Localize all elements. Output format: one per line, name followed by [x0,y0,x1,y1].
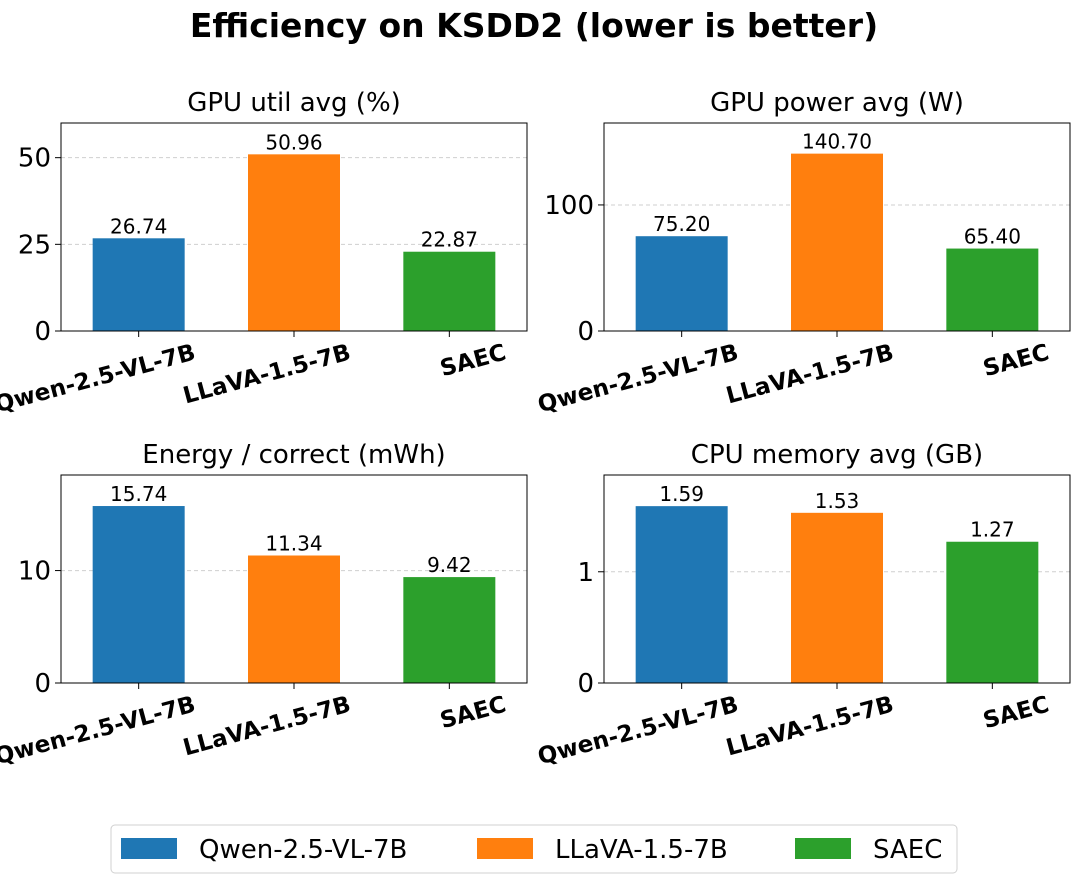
y-tick-label: 0 [34,669,51,699]
data-label: 22.87 [421,228,478,252]
legend-swatch [795,838,851,859]
legend-box [110,824,958,874]
chart-panel-2: Energy / correct (mWh) 15.74 11.34 9.42 0 10 Q… [0,440,528,771]
x-tick-label: LLaVA-1.5-7B [180,692,353,762]
chart-panels: GPU util avg (%) 26.74 50.96 22.87 0 25 50 Qwen… [0,88,1071,771]
legend-label: LLaVA-1.5-7B [555,835,728,865]
y-tick-label: 1 [577,558,594,588]
x-tick-label: LLaVA-1.5-7B [180,340,353,410]
x-tick-label: Qwen-2.5-VL-7B [535,692,741,771]
data-label: 50.96 [265,130,322,154]
panel-title: GPU power avg (W) [710,88,964,118]
data-label: 26.74 [110,214,167,238]
x-tick-label: SAEC [980,340,1051,382]
chart-panel-1: GPU power avg (W) 75.20 140.70 65.40 0 100 Qwe… [535,88,1071,419]
bar [403,577,496,683]
bar [791,153,883,331]
chart-panel-0: GPU util avg (%) 26.74 50.96 22.87 0 25 50 Qwen… [0,88,528,419]
y-tick-label: 10 [18,557,51,587]
legend-label: SAEC [873,835,942,865]
bar [92,506,185,683]
data-label: 9.42 [427,553,472,577]
data-label: 11.34 [265,532,322,556]
bar [791,512,883,683]
data-label: 1.59 [659,482,704,506]
chart-panel-3: CPU memory avg (GB) 1.59 1.53 1.27 0 1 Qwen-2.… [535,440,1071,771]
bar [403,251,496,331]
figure-title: Efficiency on KSDD2 (lower is better) [190,6,878,45]
bar [248,154,340,331]
data-label: 65.40 [964,225,1021,249]
data-label: 140.70 [802,130,872,154]
data-label: 15.74 [110,482,167,506]
data-label: 1.53 [815,489,860,513]
x-tick-label: SAEC [980,692,1051,734]
x-tick-label: Qwen-2.5-VL-7B [535,340,741,419]
x-tick-label: Qwen-2.5-VL-7B [0,692,198,771]
data-label: 75.20 [653,212,710,236]
x-tick-label: Qwen-2.5-VL-7B [0,340,198,419]
bar [946,248,1039,331]
y-tick-label: 25 [18,230,51,260]
panel-title: CPU memory avg (GB) [691,440,983,470]
bar [92,238,185,331]
panel-title: Energy / correct (mWh) [142,440,445,470]
y-tick-label: 100 [544,191,594,221]
legend-label: Qwen-2.5-VL-7B [199,835,407,865]
bar [635,236,728,331]
x-tick-label: LLaVA-1.5-7B [723,692,896,762]
y-tick-label: 0 [34,317,51,347]
x-tick-label: SAEC [437,692,508,734]
bar [248,555,340,683]
y-tick-label: 0 [577,317,594,347]
x-tick-label: SAEC [437,340,508,382]
legend: Qwen-2.5-VL-7B LLaVA-1.5-7B SAEC [110,824,958,874]
y-tick-label: 50 [18,144,51,174]
legend-swatch [477,838,533,859]
panel-title: GPU util avg (%) [187,88,401,118]
x-tick-label: LLaVA-1.5-7B [723,340,896,410]
legend-swatch [121,838,177,859]
data-label: 1.27 [970,518,1015,542]
bar [635,506,728,683]
y-tick-label: 0 [577,669,594,699]
bar [946,541,1039,683]
